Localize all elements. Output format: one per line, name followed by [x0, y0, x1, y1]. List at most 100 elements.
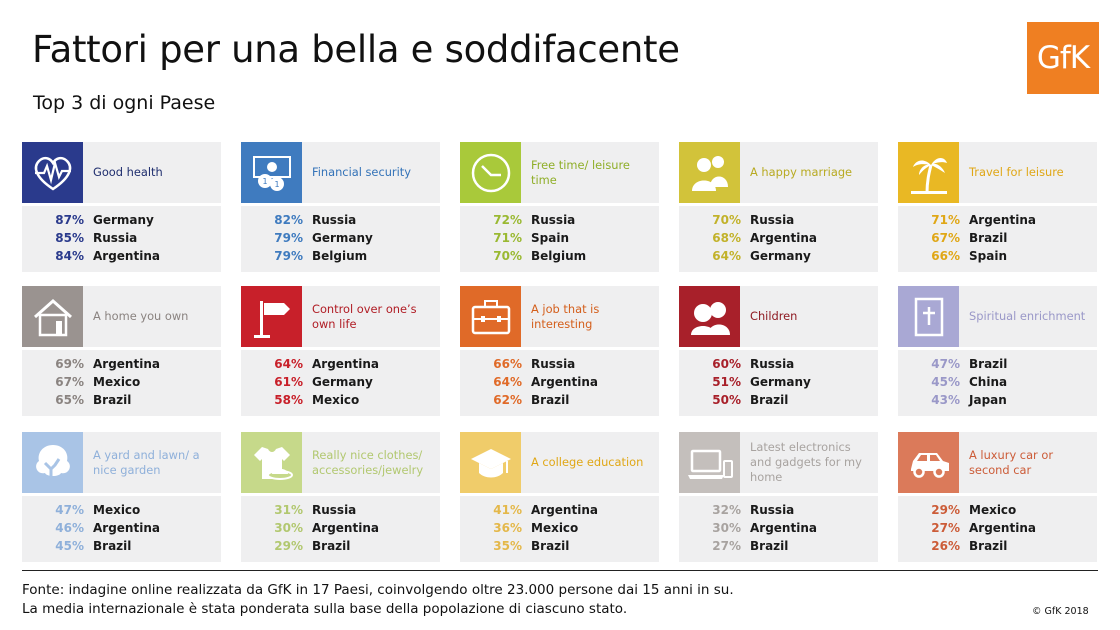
ranking-row: 50% Brazil — [679, 391, 878, 409]
ranking-row: 79% Belgium — [241, 247, 440, 265]
percent-label: 82% — [274, 213, 303, 227]
ranking-row: 31% Russia — [241, 501, 440, 519]
factor-card: A job that is interesting 66% Russia 64% Arg… — [460, 286, 659, 416]
children-icon — [679, 286, 740, 347]
ranking-row: 41% Argentina — [460, 501, 659, 519]
percent-label: 70% — [493, 249, 522, 263]
country-label: Japan — [969, 393, 1007, 407]
factor-card-header: Latest electronics and gadgets for my ho… — [679, 432, 878, 493]
factor-card-header: A college education — [460, 432, 659, 493]
factor-label: Really nice clothes/ accessories/jewelry — [312, 447, 424, 477]
signpost-icon — [241, 286, 302, 347]
factor-ranking: 72% Russia 71% Spain 70% Belgium — [460, 206, 659, 272]
ranking-row: 67% Brazil — [898, 229, 1097, 247]
percent-label: 26% — [931, 539, 960, 553]
factor-ranking: 66% Russia 64% Argentina 62% Brazil — [460, 350, 659, 416]
ranking-row: 71% Argentina — [898, 211, 1097, 229]
factor-card: A college education 41% Argentina 36% Mexico… — [460, 432, 659, 562]
factor-label: A college education — [531, 455, 644, 469]
ranking-row: 84% Argentina — [22, 247, 221, 265]
country-label: Germany — [750, 249, 811, 263]
factor-ranking: 69% Argentina 67% Mexico 65% Brazil — [22, 350, 221, 416]
percent-label: 36% — [493, 521, 522, 535]
country-label: Russia — [312, 213, 357, 227]
ranking-row: 68% Argentina — [679, 229, 878, 247]
ranking-row: 71% Spain — [460, 229, 659, 247]
country-label: Argentina — [312, 521, 379, 535]
percent-label: 31% — [274, 503, 303, 517]
laptop-icon — [679, 432, 740, 493]
ranking-row: 70% Belgium — [460, 247, 659, 265]
factor-card: Spiritual enrichment 47% Brazil 45% China 43%… — [898, 286, 1097, 416]
briefcase-icon — [460, 286, 521, 347]
factor-ranking: 47% Brazil 45% China 43% Japan — [898, 350, 1097, 416]
factor-card: Latest electronics and gadgets for my ho… — [679, 432, 878, 562]
ranking-row: 61% Germany — [241, 373, 440, 391]
factor-card-header: Control over one’s own life — [241, 286, 440, 347]
percent-label: 50% — [712, 393, 741, 407]
percent-label: 30% — [712, 521, 741, 535]
factor-card-header: A luxury car or second car — [898, 432, 1097, 493]
percent-label: 47% — [931, 357, 960, 371]
factor-label: A luxury car or second car — [969, 447, 1054, 477]
country-label: Brazil — [750, 393, 789, 407]
factor-card-header: Spiritual enrichment — [898, 286, 1097, 347]
svg-text:1: 1 — [262, 177, 267, 186]
country-label: Mexico — [531, 521, 579, 535]
percent-label: 67% — [55, 375, 84, 389]
factor-ranking: 70% Russia 68% Argentina 64% Germany — [679, 206, 878, 272]
percent-label: 45% — [931, 375, 960, 389]
percent-label: 58% — [274, 393, 303, 407]
country-label: Russia — [750, 503, 795, 517]
percent-label: 27% — [712, 539, 741, 553]
country-label: Brazil — [531, 393, 570, 407]
factor-label: Travel for leisure — [969, 165, 1064, 179]
country-label: Belgium — [312, 249, 368, 263]
factor-ranking: 60% Russia 51% Germany 50% Brazil — [679, 350, 878, 416]
country-label: Mexico — [312, 393, 360, 407]
factor-card: A luxury car or second car 29% Mexico 27% Ar… — [898, 432, 1097, 562]
ranking-row: 47% Mexico — [22, 501, 221, 519]
ranking-row: 27% Argentina — [898, 519, 1097, 537]
factor-card-header: Really nice clothes/ accessories/jewelry — [241, 432, 440, 493]
percent-label: 45% — [55, 539, 84, 553]
country-label: Germany — [312, 231, 373, 245]
country-label: Brazil — [969, 539, 1008, 553]
factor-card: Travel for leisure 71% Argentina 67% Brazil 6… — [898, 142, 1097, 272]
page-subtitle: Top 3 di ogni Paese — [33, 92, 216, 114]
tree-icon — [22, 432, 83, 493]
ranking-row: 47% Brazil — [898, 355, 1097, 373]
percent-label: 64% — [712, 249, 741, 263]
percent-label: 30% — [274, 521, 303, 535]
factor-label: Good health — [93, 165, 163, 179]
percent-label: 67% — [931, 231, 960, 245]
factor-label: A home you own — [93, 309, 189, 323]
country-label: Argentina — [93, 357, 160, 371]
country-label: Brazil — [93, 393, 132, 407]
factor-label: Control over one’s own life — [312, 301, 417, 331]
country-label: Germany — [93, 213, 154, 227]
percent-label: 43% — [931, 393, 960, 407]
ranking-row: 62% Brazil — [460, 391, 659, 409]
factor-card-header: 1 1 Financial security — [241, 142, 440, 203]
factor-label: Free time/ leisure time — [531, 157, 630, 187]
ranking-row: 70% Russia — [679, 211, 878, 229]
factor-card-header: A yard and lawn/ a nice garden — [22, 432, 221, 493]
country-label: Argentina — [312, 357, 379, 371]
percent-label: 71% — [493, 231, 522, 245]
ranking-row: 60% Russia — [679, 355, 878, 373]
country-label: Argentina — [531, 503, 598, 517]
ranking-row: 66% Russia — [460, 355, 659, 373]
shirt-hat-icon — [241, 432, 302, 493]
percent-label: 65% — [55, 393, 84, 407]
country-label: Mexico — [93, 375, 141, 389]
ranking-row: 65% Brazil — [22, 391, 221, 409]
ranking-row: 32% Russia — [679, 501, 878, 519]
ranking-row: 66% Spain — [898, 247, 1097, 265]
country-label: Brazil — [312, 539, 351, 553]
factor-card: Really nice clothes/ accessories/jewelry… — [241, 432, 440, 562]
factor-ranking: 31% Russia 30% Argentina 29% Brazil — [241, 496, 440, 562]
percent-label: 27% — [931, 521, 960, 535]
country-label: Argentina — [969, 521, 1036, 535]
percent-label: 66% — [931, 249, 960, 263]
